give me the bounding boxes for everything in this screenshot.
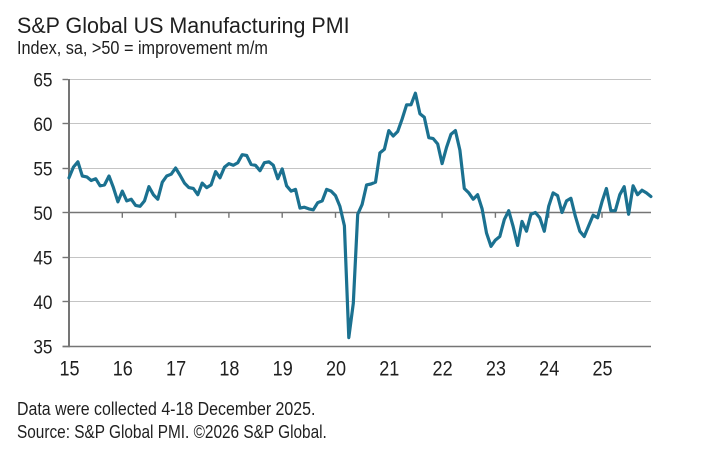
svg-text:24: 24 <box>539 357 559 381</box>
svg-text:21: 21 <box>379 357 399 381</box>
svg-text:65: 65 <box>33 69 52 91</box>
svg-text:40: 40 <box>33 291 52 313</box>
svg-text:16: 16 <box>113 357 133 381</box>
svg-text:17: 17 <box>166 357 186 381</box>
svg-text:50: 50 <box>33 202 52 224</box>
svg-text:25: 25 <box>592 357 612 381</box>
svg-text:23: 23 <box>486 357 506 381</box>
svg-text:60: 60 <box>33 113 52 135</box>
svg-text:20: 20 <box>326 357 346 381</box>
svg-text:19: 19 <box>273 357 293 381</box>
svg-text:45: 45 <box>33 247 52 269</box>
svg-text:15: 15 <box>59 357 79 381</box>
svg-text:35: 35 <box>33 336 52 358</box>
svg-text:22: 22 <box>433 357 453 381</box>
svg-text:18: 18 <box>219 357 239 381</box>
svg-text:55: 55 <box>33 158 52 180</box>
